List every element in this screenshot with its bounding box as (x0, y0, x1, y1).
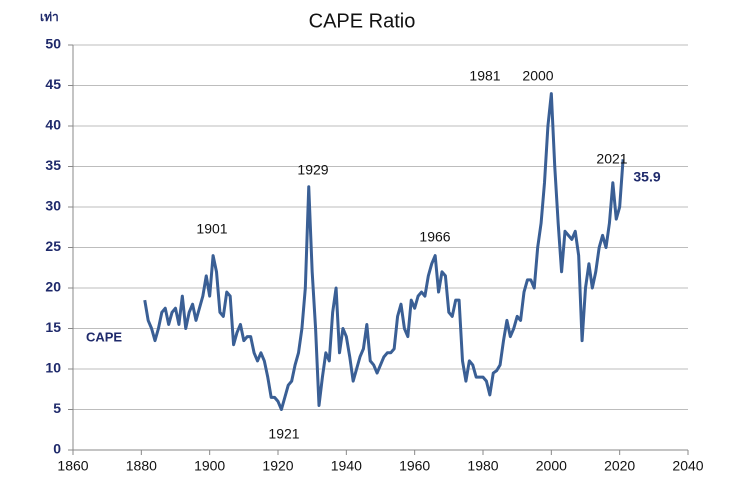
y-tick-label: 45 (45, 76, 61, 92)
annotation: 1929 (297, 162, 328, 178)
x-tick-label: 1980 (467, 458, 498, 474)
y-tick-label: 35 (45, 157, 61, 173)
x-tick-label: 1920 (262, 458, 293, 474)
chart-title: CAPE Ratio (309, 10, 416, 32)
annotation: 1966 (419, 229, 450, 245)
x-tick-label: 2040 (672, 458, 703, 474)
x-tick-label: 2000 (536, 458, 567, 474)
x-tick-label: 1860 (57, 458, 88, 474)
x-tick-label: 2020 (604, 458, 635, 474)
annotation: 1901 (196, 221, 227, 237)
x-tick-label: 1940 (331, 458, 362, 474)
y-unit: เท่า (40, 10, 59, 24)
annotation: 35.9 (633, 169, 660, 185)
y-tick-label: 40 (45, 117, 61, 133)
y-tick-label: 0 (53, 441, 61, 457)
y-tick-label: 5 (53, 400, 61, 416)
data-line (143, 92, 625, 411)
annotation: 2000 (522, 68, 553, 84)
y-tick-label: 30 (45, 198, 61, 214)
x-tick-label: 1960 (399, 458, 430, 474)
x-tick-label: 1900 (194, 458, 225, 474)
y-tick-label: 20 (45, 279, 61, 295)
y-tick-label: 10 (45, 360, 61, 376)
y-tick-label: 50 (45, 36, 61, 52)
y-tick-label: 15 (45, 319, 61, 335)
annotation: 2021 (596, 151, 627, 167)
annotation: 1981 (469, 68, 500, 84)
x-tick-label: 1880 (126, 458, 157, 474)
legend-label: CAPE (86, 329, 122, 344)
annotation: 1921 (268, 426, 299, 442)
y-tick-label: 25 (45, 238, 61, 254)
